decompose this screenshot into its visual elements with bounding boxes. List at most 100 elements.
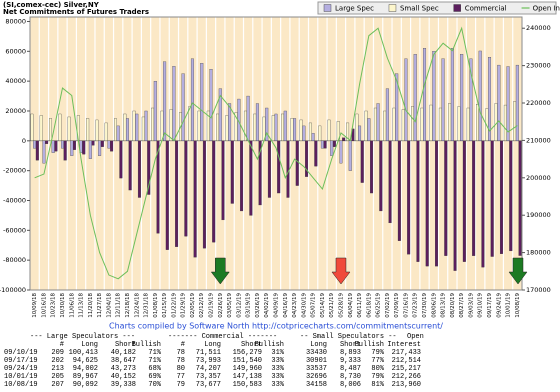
bar xyxy=(202,140,206,249)
bar xyxy=(308,122,312,141)
bar xyxy=(82,140,86,155)
bar xyxy=(513,101,517,141)
bar xyxy=(267,140,271,198)
band-stripe xyxy=(504,17,513,290)
x-tick-label: 05/28/19 xyxy=(338,293,344,318)
bar xyxy=(153,80,157,141)
table-cell: 79 xyxy=(177,381,185,389)
table-column-header: Short xyxy=(340,341,361,349)
x-tick-label: 08/13/19 xyxy=(441,293,447,318)
x-tick-label: 02/19/19 xyxy=(209,293,215,318)
band-stripe xyxy=(114,17,123,290)
bar xyxy=(435,140,439,267)
y-tick-label: 20000 xyxy=(5,107,26,115)
bar xyxy=(332,140,336,147)
bar xyxy=(305,140,309,177)
x-tick-label: 06/25/19 xyxy=(376,293,382,318)
bar xyxy=(413,54,417,141)
x-tick-label: 09/10/19 xyxy=(478,293,484,318)
y-tick-label: -60000 xyxy=(3,226,26,234)
y2-tick-label: 170000 xyxy=(526,286,551,294)
bar xyxy=(212,140,216,243)
bar xyxy=(469,58,473,141)
bar xyxy=(67,116,71,141)
bar xyxy=(163,61,167,141)
bar xyxy=(98,140,102,156)
table-cell: 90,092 xyxy=(73,381,98,389)
table-cell: 79% xyxy=(371,373,384,381)
x-tick-label: 07/23/19 xyxy=(413,293,419,318)
bar xyxy=(86,118,90,141)
table-group-header: ------- Commercial ------- xyxy=(168,333,277,341)
table-cell: 78 xyxy=(177,357,185,365)
band-stripe xyxy=(429,17,438,290)
bar xyxy=(416,140,420,262)
table-cell: 205 xyxy=(51,373,64,381)
x-tick-label: 02/12/19 xyxy=(199,293,205,318)
x-tick-label: 06/11/19 xyxy=(357,293,363,318)
bar xyxy=(490,140,494,257)
y-tick-label: -20000 xyxy=(3,167,26,175)
bar xyxy=(472,140,476,256)
x-tick-label: 10/23/18 xyxy=(51,293,57,318)
bar xyxy=(311,133,315,141)
table-column-header: Long xyxy=(81,341,98,349)
table-cell: 33% xyxy=(271,357,284,365)
legend-box xyxy=(317,1,557,15)
table-cell: 09/17/19 xyxy=(4,357,38,365)
bar xyxy=(255,103,259,141)
x-tick-label: 12/11/18 xyxy=(116,293,122,318)
signal-arrow xyxy=(331,257,351,285)
y2-tick-label: 230000 xyxy=(526,62,551,70)
table-cell: 94,625 xyxy=(73,357,98,365)
table-cell: 217,433 xyxy=(392,349,421,357)
table-cell: 151,540 xyxy=(233,357,262,365)
band-stripe xyxy=(160,17,169,290)
bar xyxy=(457,106,461,141)
bar xyxy=(346,122,350,141)
table-cell: 34158 xyxy=(306,381,327,389)
bar xyxy=(497,64,501,141)
bar xyxy=(230,140,234,204)
bar xyxy=(30,113,34,141)
table-cell: 32696 xyxy=(306,373,327,381)
table-cell: 30901 xyxy=(306,357,327,365)
bar xyxy=(200,63,204,141)
band-stripe xyxy=(179,17,188,290)
band-stripe xyxy=(151,17,160,290)
band-stripe xyxy=(401,17,411,290)
bar xyxy=(228,103,232,141)
bar xyxy=(444,140,448,256)
bar xyxy=(360,140,364,183)
table-cell: 33% xyxy=(271,373,284,381)
bar xyxy=(45,140,49,144)
bar xyxy=(116,125,120,141)
bar xyxy=(70,140,74,156)
table-cell: 79% xyxy=(371,349,384,357)
band-stripe xyxy=(466,17,475,290)
bar xyxy=(88,140,92,159)
table-cell: 33537 xyxy=(306,365,327,373)
table-cell: 38,647 xyxy=(111,357,136,365)
table-cell: 89,967 xyxy=(73,373,98,381)
table-cell: 9,333 xyxy=(340,357,361,365)
bar xyxy=(72,140,76,150)
plot-frame xyxy=(29,16,523,291)
x-tick-label: 04/23/19 xyxy=(292,293,298,318)
footer-link[interactable]: Charts compiled by Software North http:/… xyxy=(109,322,443,331)
bar xyxy=(432,51,436,141)
bar xyxy=(299,119,303,141)
x-tick-label: 08/27/19 xyxy=(459,293,465,318)
bar xyxy=(190,58,194,141)
band-stripe xyxy=(513,17,522,290)
band-stripe xyxy=(132,17,141,290)
bar xyxy=(141,116,145,141)
band-stripe xyxy=(299,17,308,290)
bar xyxy=(265,107,269,141)
bar xyxy=(450,48,454,141)
band-stripe xyxy=(234,17,243,290)
table-column-header: # xyxy=(181,341,185,349)
x-tick-label: 09/17/19 xyxy=(487,293,493,318)
bar xyxy=(506,66,510,141)
